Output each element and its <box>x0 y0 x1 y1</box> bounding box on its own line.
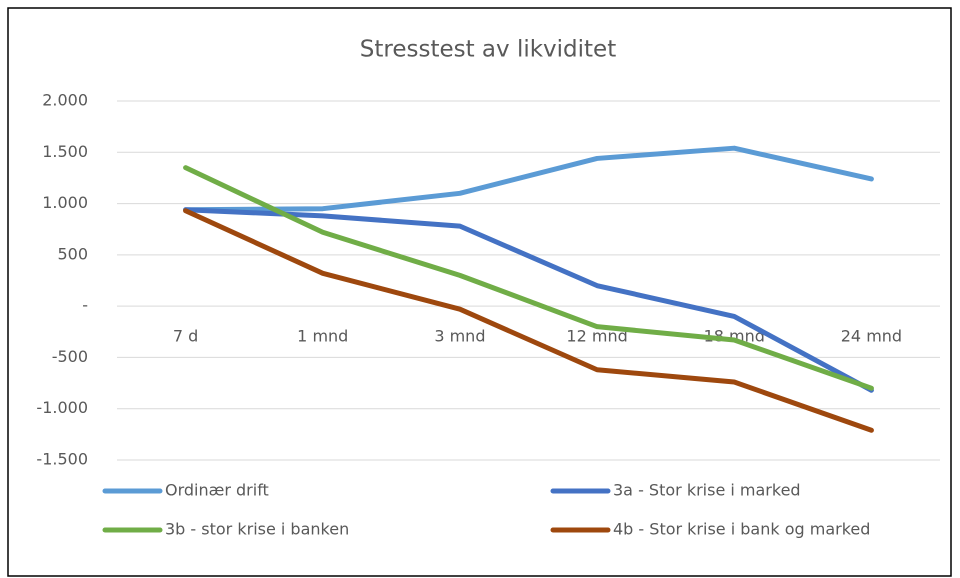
series-line <box>183 208 874 433</box>
y-tick-label: 2.000 <box>42 91 88 110</box>
y-tick-label: - <box>82 296 88 315</box>
series-line <box>183 207 874 393</box>
legend-label: 3b - stor krise i banken <box>165 520 349 539</box>
y-tick-label: 1.500 <box>42 142 88 161</box>
legend-label: 3a - Stor krise i marked <box>613 481 801 500</box>
y-tick-label: 500 <box>57 244 88 263</box>
x-tick-label: 7 d <box>173 327 198 346</box>
y-tick-label: -1.000 <box>36 398 88 417</box>
x-tick-label: 24 mnd <box>841 327 902 346</box>
y-tick-label: 1.000 <box>42 193 88 212</box>
chart-frame <box>7 7 952 577</box>
y-tick-label: -500 <box>52 347 88 366</box>
series-line <box>183 145 874 213</box>
legend-label: 4b - Stor krise i bank og marked <box>613 520 870 539</box>
y-tick-label: -1.500 <box>36 450 88 469</box>
chart-title: Stresstest av likviditet <box>360 37 616 63</box>
x-tick-label: 1 mnd <box>297 327 348 346</box>
x-tick-label: 12 mnd <box>566 327 627 346</box>
legend-label: Ordinær drift <box>165 481 269 500</box>
x-tick-label: 3 mnd <box>434 327 485 346</box>
series-line <box>183 165 874 391</box>
